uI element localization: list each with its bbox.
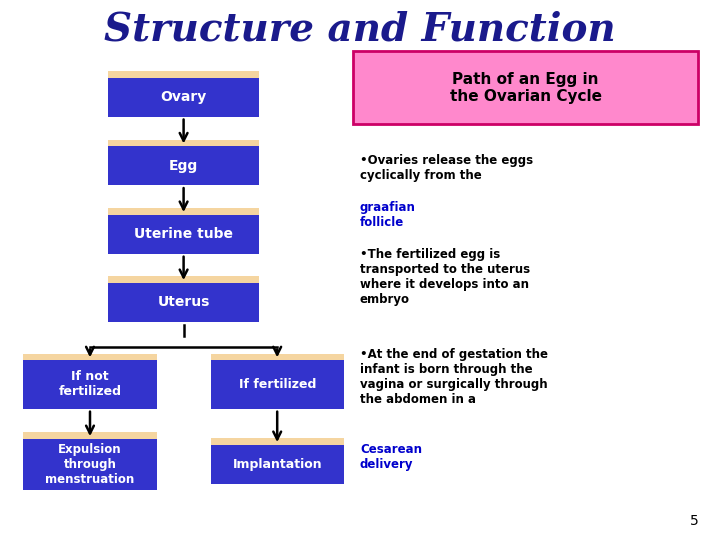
Text: Cesarean
delivery: Cesarean delivery	[360, 443, 422, 471]
FancyBboxPatch shape	[108, 140, 259, 150]
Text: If not
fertilized: If not fertilized	[58, 370, 122, 399]
FancyBboxPatch shape	[23, 438, 157, 490]
FancyBboxPatch shape	[108, 78, 259, 117]
Text: Implantation: Implantation	[233, 458, 322, 471]
Text: Path of an Egg in
the Ovarian Cycle: Path of an Egg in the Ovarian Cycle	[449, 71, 602, 104]
FancyBboxPatch shape	[108, 276, 259, 286]
FancyBboxPatch shape	[210, 360, 344, 409]
FancyBboxPatch shape	[108, 283, 259, 322]
Text: Uterus: Uterus	[158, 295, 210, 309]
Text: •Ovaries release the eggs
cyclically from the: •Ovaries release the eggs cyclically fro…	[360, 154, 533, 182]
Text: Expulsion
through
menstruation: Expulsion through menstruation	[45, 443, 135, 486]
FancyBboxPatch shape	[108, 71, 259, 81]
Text: 5: 5	[690, 514, 698, 528]
Text: Structure and Function: Structure and Function	[104, 11, 616, 49]
FancyBboxPatch shape	[353, 51, 698, 124]
FancyBboxPatch shape	[108, 215, 259, 254]
Text: •At the end of gestation the
infant is born through the
vagina or surgically thr: •At the end of gestation the infant is b…	[360, 348, 548, 406]
FancyBboxPatch shape	[210, 354, 344, 363]
Text: If fertilized: If fertilized	[238, 378, 316, 391]
FancyBboxPatch shape	[210, 438, 344, 448]
FancyBboxPatch shape	[23, 360, 157, 409]
FancyBboxPatch shape	[108, 146, 259, 185]
Text: •The fertilized egg is
transported to the uterus
where it develops into an
embry: •The fertilized egg is transported to th…	[360, 248, 530, 306]
FancyBboxPatch shape	[23, 354, 157, 363]
Text: Uterine tube: Uterine tube	[134, 227, 233, 241]
Text: Egg: Egg	[169, 159, 198, 173]
Text: graafian
follicle: graafian follicle	[360, 201, 416, 229]
FancyBboxPatch shape	[23, 432, 157, 442]
FancyBboxPatch shape	[210, 445, 344, 484]
FancyBboxPatch shape	[108, 208, 259, 218]
Text: Ovary: Ovary	[161, 90, 207, 104]
